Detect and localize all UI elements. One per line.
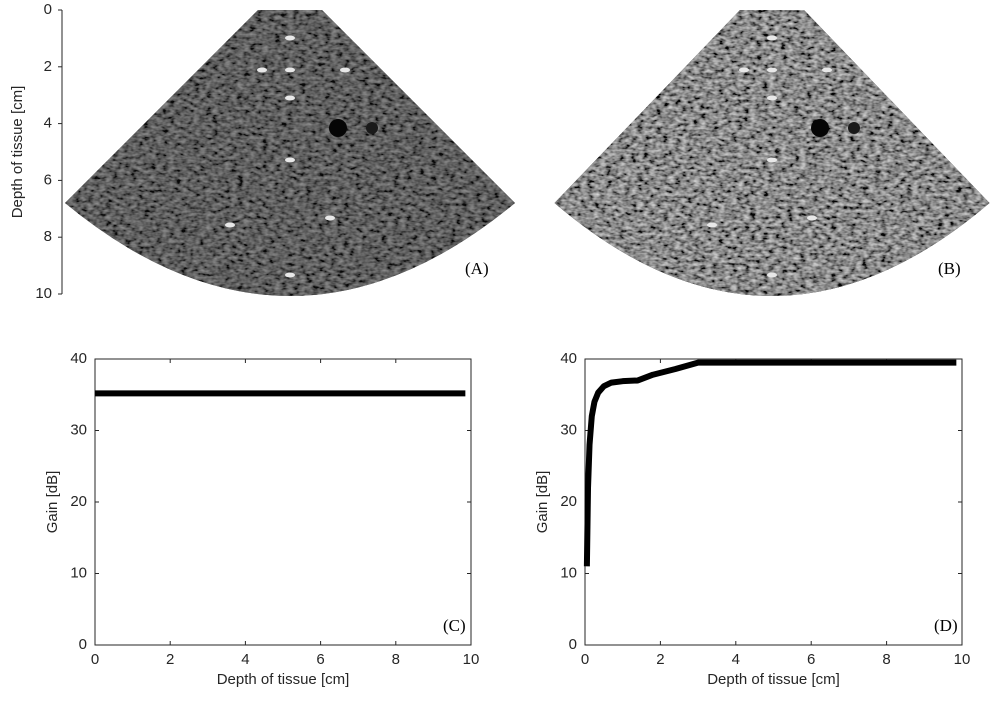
ultrasound-image <box>554 10 990 296</box>
plot-frame <box>584 358 963 646</box>
panel-label: (C) <box>443 616 466 635</box>
x-tick-label: 10 <box>463 651 480 668</box>
x-tick-label: 0 <box>581 651 589 668</box>
bright-spot <box>325 215 335 221</box>
x-tick-label: 10 <box>954 651 971 668</box>
y-tick-label: 30 <box>560 421 577 438</box>
plot-frame <box>94 358 472 646</box>
y-axis-label: Gain [dB] <box>44 471 61 534</box>
y-tick-label: 0 <box>79 636 87 653</box>
y-tick-label: 20 <box>70 493 87 510</box>
x-tick-label: 2 <box>656 651 664 668</box>
y-axis-label: Gain [dB] <box>534 471 551 534</box>
bright-spot <box>257 67 267 73</box>
y-tick-label: 10 <box>70 564 87 581</box>
bright-spot <box>285 95 295 101</box>
bright-spot <box>767 95 777 101</box>
dark-cyst <box>848 122 860 134</box>
y-tick-label: 40 <box>70 350 87 367</box>
y-tick-label: 4 <box>44 115 52 132</box>
x-tick-label: 8 <box>882 651 890 668</box>
panel-label: (B) <box>938 259 961 278</box>
y-tick-label: 20 <box>560 493 577 510</box>
y-tick-label: 0 <box>44 1 52 18</box>
x-tick-label: 0 <box>91 651 99 668</box>
bright-spot <box>767 272 777 278</box>
dark-cyst <box>366 122 378 134</box>
gain-curve <box>583 359 957 567</box>
x-tick-label: 2 <box>166 651 174 668</box>
x-axis-label: Depth of tissue [cm] <box>707 671 840 688</box>
bright-spot <box>707 222 717 228</box>
ultrasound-image <box>65 10 515 296</box>
y-tick-label: 10 <box>560 564 577 581</box>
bright-spot <box>285 272 295 278</box>
panel-label: (D) <box>934 616 958 635</box>
y-tick-label: 2 <box>44 58 52 75</box>
bright-spot <box>767 157 777 163</box>
dark-cyst <box>811 119 829 137</box>
y-tick-label: 40 <box>560 350 577 367</box>
y-tick-label: 0 <box>569 636 577 653</box>
bright-spot <box>739 67 749 73</box>
y-tick-label: 8 <box>44 228 52 245</box>
panel-label: (A) <box>465 259 489 278</box>
bright-spot <box>285 35 295 41</box>
dark-cyst <box>329 119 347 137</box>
x-tick-label: 8 <box>392 651 400 668</box>
y-tick-label: 6 <box>44 171 52 188</box>
bright-spot <box>225 222 235 228</box>
bright-spot <box>807 215 817 221</box>
bright-spot <box>822 67 832 73</box>
x-tick-label: 6 <box>316 651 324 668</box>
y-tick-label: 30 <box>70 421 87 438</box>
x-tick-label: 6 <box>807 651 815 668</box>
bright-spot <box>285 157 295 163</box>
x-tick-label: 4 <box>732 651 740 668</box>
image-speckle <box>65 10 515 296</box>
bright-spot <box>767 35 777 41</box>
y-tick-label: 10 <box>35 285 52 302</box>
bright-spot <box>767 67 777 73</box>
bright-spot <box>285 67 295 73</box>
x-axis-label: Depth of tissue [cm] <box>217 671 350 688</box>
y-axis-label: Depth of tissue [cm] <box>9 86 26 219</box>
image-speckle <box>554 10 990 296</box>
x-tick-label: 4 <box>241 651 249 668</box>
bright-spot <box>340 67 350 73</box>
